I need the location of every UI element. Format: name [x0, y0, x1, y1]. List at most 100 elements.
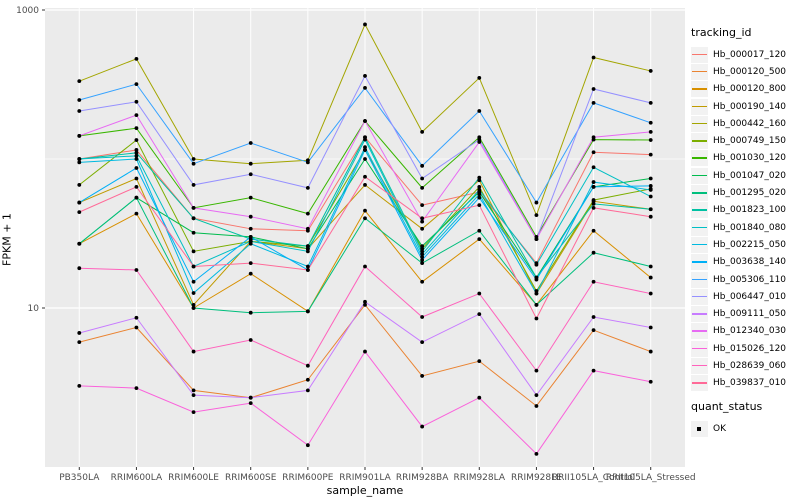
data-point	[420, 261, 425, 266]
data-point	[648, 183, 653, 188]
data-point	[591, 205, 596, 210]
data-point	[248, 161, 253, 166]
legend-line-swatch	[692, 174, 707, 177]
data-point	[648, 349, 653, 354]
legend-key-line	[691, 167, 708, 184]
data-point	[591, 250, 596, 255]
legend-line-swatch	[692, 140, 707, 142]
data-point	[134, 56, 139, 61]
legend-item-label: Hb_000120_500	[713, 66, 787, 77]
data-point	[477, 312, 482, 317]
data-point	[77, 200, 82, 205]
data-point	[477, 178, 482, 183]
legend-line-swatch	[692, 364, 707, 367]
legend-line-swatch	[692, 88, 707, 90]
data-point	[591, 198, 596, 202]
data-point	[191, 302, 196, 307]
data-point	[77, 109, 82, 113]
data-point	[477, 184, 482, 189]
data-point	[134, 166, 139, 170]
data-point	[477, 203, 482, 208]
data-point	[305, 268, 310, 272]
data-point	[77, 384, 82, 388]
legend-key-line	[691, 202, 708, 219]
data-point	[305, 443, 310, 448]
data-point	[134, 268, 139, 272]
legend-key-line	[691, 271, 708, 288]
data-point	[363, 22, 367, 27]
legend-item-label: Hb_012340_030	[713, 326, 787, 337]
legend-item: Hb_001823_100	[691, 202, 799, 219]
legend-tracking-id-title: tracking_id	[691, 26, 752, 39]
data-point	[305, 211, 310, 216]
legend-item-label: OK	[713, 423, 726, 434]
data-point	[591, 184, 596, 189]
data-point	[534, 393, 539, 398]
legend-key-line	[691, 323, 708, 340]
legend-item: Hb_002215_050	[691, 236, 799, 253]
data-point	[77, 340, 82, 345]
legend-item-label: Hb_039837_010	[713, 378, 787, 389]
legend-tracking-id: tracking_id Hb_000017_120 Hb_000120_500 Hb…	[691, 26, 799, 392]
legend-line-swatch	[692, 70, 707, 73]
legend-item: Hb_000017_120	[691, 46, 799, 63]
legend-key-line	[691, 340, 708, 357]
data-point	[477, 359, 482, 364]
legend-item: Hb_000442_160	[691, 115, 799, 132]
data-point	[534, 262, 539, 267]
data-point	[591, 279, 596, 284]
data-point	[648, 207, 653, 212]
data-point	[591, 55, 596, 60]
data-point	[191, 157, 196, 161]
legend-key-line	[691, 115, 708, 132]
data-point	[591, 315, 596, 319]
data-point	[591, 165, 596, 170]
data-point	[591, 328, 596, 333]
legend-item: Hb_005306_110	[691, 271, 799, 288]
data-point	[134, 157, 139, 161]
x-tick-label: RRIM600LA	[111, 473, 163, 483]
legend-key-point	[691, 420, 708, 437]
legend-line-swatch	[692, 209, 707, 211]
data-point	[648, 152, 653, 157]
data-point	[248, 195, 253, 200]
data-point	[248, 310, 253, 315]
data-point	[420, 249, 425, 254]
data-point	[420, 216, 425, 221]
data-point	[191, 388, 196, 393]
legend-item: Hb_001295_020	[691, 184, 799, 202]
legend-key-line	[691, 81, 708, 98]
data-point	[134, 150, 139, 155]
data-point	[77, 160, 82, 165]
data-point	[134, 315, 139, 320]
legend-line-swatch	[692, 192, 707, 194]
legend-line-swatch	[692, 226, 707, 229]
data-point	[477, 195, 482, 200]
legend-line-swatch	[692, 105, 707, 108]
legend-item-label: Hb_001030_120	[713, 153, 787, 164]
x-tick-label: RRIM928LE	[511, 473, 562, 483]
data-point	[134, 386, 139, 391]
data-point	[305, 185, 310, 190]
legend-key-line	[691, 288, 708, 305]
legend-line-swatch	[692, 243, 707, 246]
legend-line-swatch	[692, 122, 707, 125]
legend-line-swatch	[692, 157, 707, 159]
data-point	[248, 141, 253, 145]
legend-key-line	[691, 236, 708, 253]
x-axis-title: sample_name	[326, 484, 404, 497]
data-point	[648, 188, 653, 192]
data-point	[591, 201, 596, 206]
data-point	[305, 377, 310, 382]
legend-item: Hb_000120_800	[691, 81, 799, 98]
x-tick-label: RRIM901LA	[339, 473, 391, 483]
legend-key-line	[691, 63, 708, 80]
data-point	[420, 340, 425, 345]
data-point	[420, 244, 425, 249]
data-point	[134, 176, 139, 181]
data-point	[591, 150, 596, 155]
legend-item: OK	[691, 420, 762, 437]
data-point	[648, 214, 653, 219]
